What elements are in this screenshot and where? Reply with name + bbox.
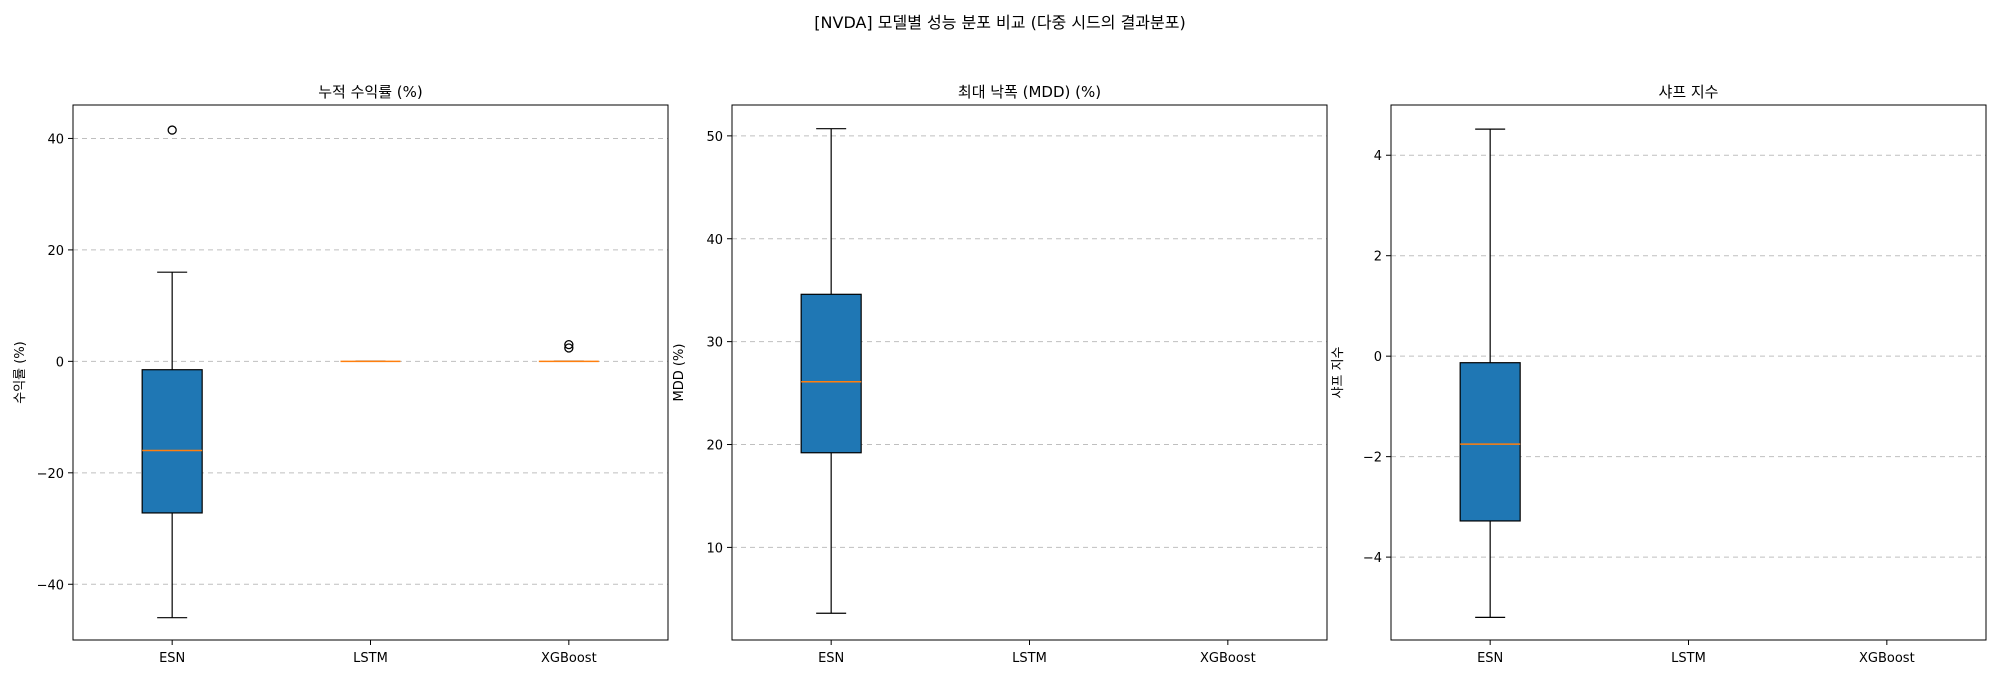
y-tick-label: −2 [1363,451,1382,466]
y-tick-label: 10 [706,541,723,556]
x-tick-label: LSTM [1012,651,1047,666]
y-tick-label: 0 [1374,350,1382,365]
x-tick-label: LSTM [1671,651,1706,666]
x-tick-label: XGBoost [541,651,597,666]
panel-title: 누적 수익률 (%) [318,83,423,101]
x-tick-label: ESN [818,651,844,666]
y-axis-label: 수익률 (%) [13,341,28,404]
figure-suptitle: [NVDA] 모델별 성능 분포 비교 (다중 시드의 결과분포) [814,13,1185,32]
box-esn [1459,128,1521,618]
box-esn [141,125,203,619]
y-tick-label: 2 [1374,250,1382,265]
y-tick-label: −40 [37,578,64,593]
y-tick-label: 20 [706,439,723,454]
box-xgboost [538,339,599,363]
y-tick-label: 40 [706,233,723,248]
y-tick-label: 20 [47,244,64,259]
panel-title: 최대 낙폭 (MDD) (%) [958,83,1101,101]
x-tick-label: ESN [1477,651,1503,666]
x-tick-label: XGBoost [1200,651,1256,666]
box-esn [800,128,862,614]
iqr-box [800,293,862,454]
y-tick-label: −20 [37,467,64,482]
x-tick-label: XGBoost [1859,651,1915,666]
panel-title: 샤프 지수 [1659,83,1719,101]
y-axis-label: MDD (%) [672,344,687,402]
iqr-box [1459,362,1521,522]
iqr-box [141,369,203,514]
y-tick-label: 50 [706,130,723,145]
y-tick-label: 40 [47,132,64,147]
x-tick-label: LSTM [353,651,388,666]
y-axis-label: 샤프 지수 [1331,346,1346,398]
y-tick-label: 4 [1374,149,1382,164]
y-tick-label: 0 [56,355,64,370]
outlier-point [564,339,574,350]
y-tick-label: 30 [706,336,723,351]
panel-2: 10 20 30 40 50 ESN LSTM XGBoost 최대 낙폭 (MDD) (%) M… [672,83,1328,666]
x-tick-label: ESN [159,651,185,666]
panel-1: −40 −20 0 20 40 ESN LSTM XGBoost 누적 수익률 (%) 수익률 (… [13,83,669,666]
outlier-point [167,125,177,135]
y-tick-label: −4 [1363,551,1382,566]
outlier-point [564,343,574,353]
